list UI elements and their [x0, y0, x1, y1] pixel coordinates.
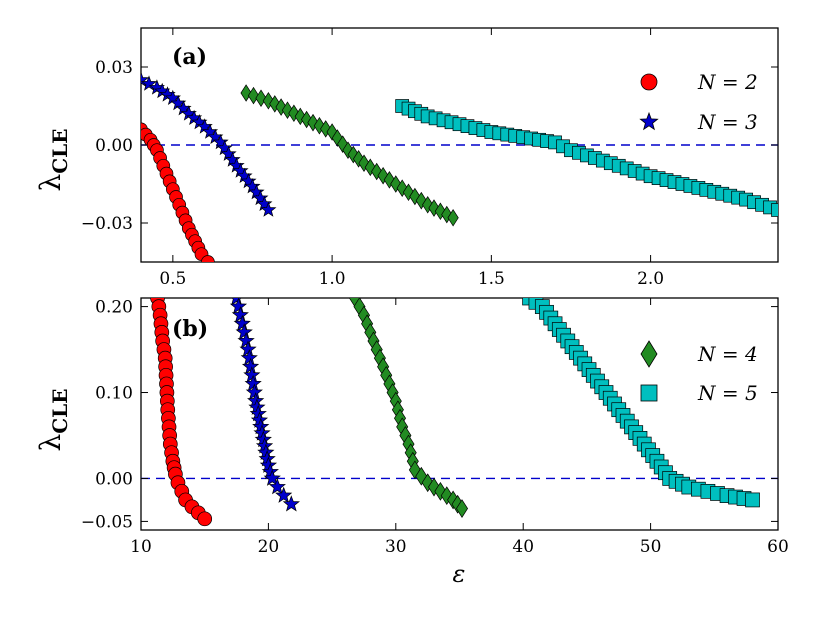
legend-marker-square: [640, 384, 658, 402]
y-tick-label: 0.03: [95, 58, 133, 78]
x-tick-label: 1.5: [478, 269, 505, 289]
data-point: [231, 306, 249, 323]
y-tick-label: 0.00: [95, 469, 133, 489]
panel-a-legend: N = 2 N = 3: [639, 70, 758, 134]
data-point: [440, 486, 453, 506]
legend-marker-circle: [640, 73, 658, 91]
data-point: [347, 145, 359, 164]
data-point: [233, 314, 251, 332]
panel-a-ylabel: λCLE: [34, 129, 72, 192]
data-point: [247, 86, 260, 105]
panel-b-label: (b): [172, 316, 208, 342]
x-tick-label: 60: [767, 537, 789, 557]
legend-marker-diamond: [640, 340, 658, 368]
data-point: [337, 135, 349, 153]
series-n-2: [141, 122, 215, 262]
data-point: [197, 511, 213, 527]
x-tick-label: 40: [512, 537, 534, 557]
y-tick-label: −0.05: [81, 512, 133, 532]
panel-b-ylabel-sub: CLE: [48, 389, 72, 434]
series-n-4: [348, 298, 469, 518]
legend-entry-n5: N = 5: [640, 381, 758, 405]
legend-entry-n4: N = 4: [640, 340, 758, 368]
panel-b-legend: N = 4 N = 5: [640, 340, 758, 405]
series-n-2: [150, 298, 213, 527]
panel-a-label: (a): [172, 44, 207, 70]
data-point: [415, 191, 427, 210]
legend-label-n3: N = 3: [697, 110, 758, 134]
data-point: [240, 84, 252, 102]
y-tick-label: 0.00: [95, 136, 133, 156]
data-point: [307, 113, 319, 132]
x-tick-label: 0.5: [159, 269, 186, 289]
series-n-5: [522, 298, 760, 508]
panel-a-ticks: 0.5 1.0 1.5 2.0 0.03 0.00 −0.03: [81, 28, 778, 289]
panel-b: 10 20 30 40 50 60 0.20 0.10 0.00 −0.05 (b) λCLE ε…: [34, 297, 789, 588]
data-point: [275, 98, 287, 116]
x-tick-label: 30: [385, 537, 407, 557]
x-tick-label: 1.0: [319, 269, 346, 289]
series-n-5: [395, 99, 778, 217]
legend-entry-n3: N = 3: [639, 110, 758, 134]
data-point: [447, 209, 459, 227]
panel-b-ylabel: λCLE: [34, 389, 72, 452]
data-point: [235, 323, 253, 340]
panel-b-ticks: 10 20 30 40 50 60 0.20 0.10 0.00 −0.05: [81, 298, 789, 557]
panel-b-ylabel-main: λ: [34, 434, 67, 452]
panel-a: 0.5 1.0 1.5 2.0 0.03 0.00 −0.03 (a) λCLE N = 2…: [34, 27, 779, 289]
panel-a-marks: [141, 71, 778, 262]
data-point: [745, 492, 760, 508]
x-tick-label: 2.0: [637, 269, 664, 289]
legend-entry-n2: N = 2: [640, 70, 758, 94]
legend-marker-star: [639, 111, 659, 131]
panel-a-ylabel-sub: CLE: [48, 129, 72, 174]
y-tick-label: 0.20: [95, 298, 133, 318]
x-tick-label: 50: [640, 537, 662, 557]
series-n-3: [141, 71, 277, 217]
data-point: [434, 481, 447, 501]
data-point: [275, 486, 293, 503]
data-point: [282, 495, 300, 512]
panel-b-marks: [150, 298, 760, 527]
series-n-3: [229, 298, 300, 512]
data-point: [268, 478, 286, 495]
legend-label-n4: N = 4: [697, 342, 758, 366]
legend-label-n5: N = 5: [697, 381, 758, 405]
data-point: [455, 499, 469, 518]
x-tick-label: 20: [258, 537, 280, 557]
data-point: [771, 203, 778, 217]
data-point: [237, 331, 255, 349]
y-tick-label: −0.03: [81, 214, 133, 234]
series-n-4: [240, 84, 459, 227]
data-point: [427, 477, 441, 497]
data-point: [255, 89, 267, 107]
x-tick-label: 10: [130, 537, 152, 557]
panel-b-frame: [140, 297, 779, 531]
data-point: [141, 75, 158, 91]
data-point: [263, 469, 281, 486]
data-point: [201, 255, 215, 262]
x-axis-label: ε: [453, 560, 466, 588]
y-tick-label: 0.10: [95, 384, 133, 404]
data-point: [421, 473, 434, 493]
data-point: [260, 201, 277, 217]
data-point: [231, 298, 242, 306]
data-point: [383, 171, 396, 189]
legend-label-n2: N = 2: [697, 70, 758, 94]
panel-a-ylabel-main: λ: [34, 174, 67, 192]
data-point: [229, 298, 248, 314]
